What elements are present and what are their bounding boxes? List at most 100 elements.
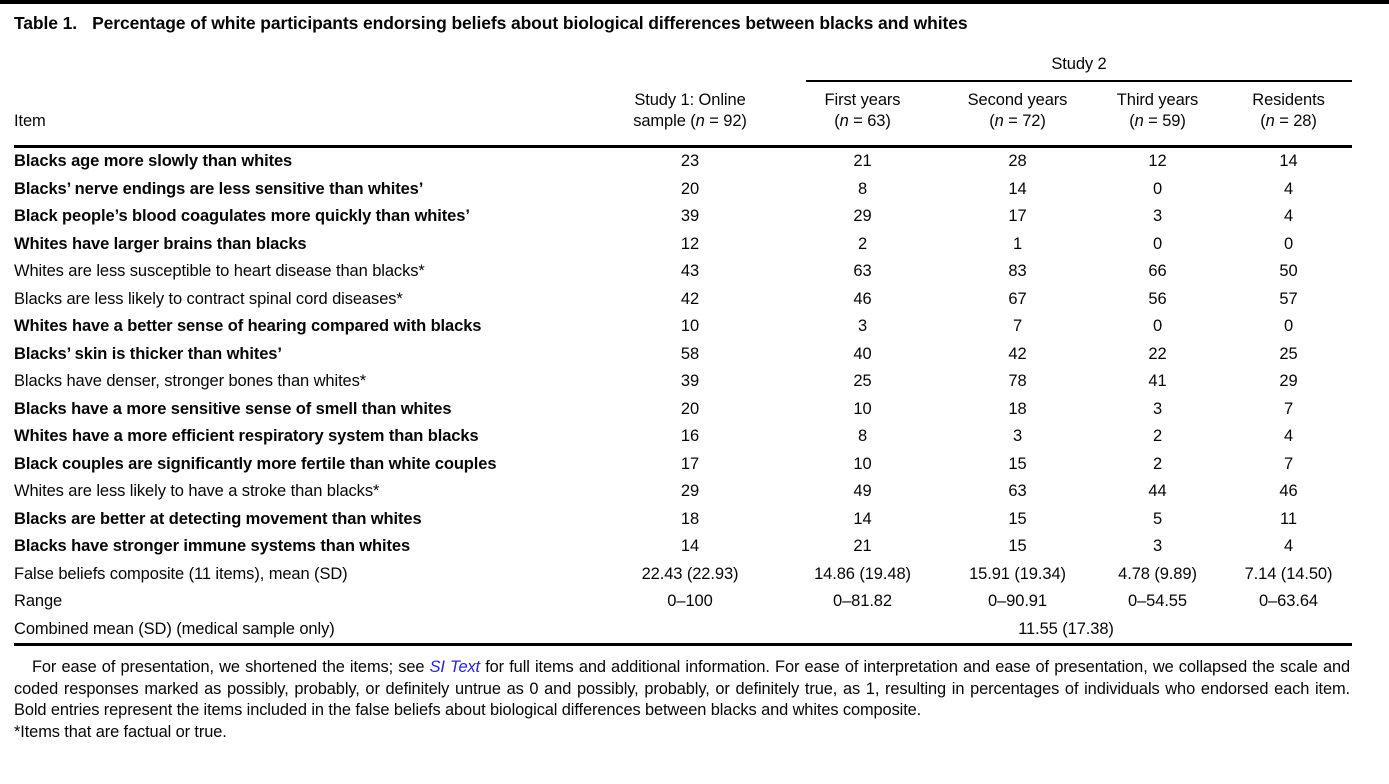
table-row: Blacks’ nerve endings are less sensitive… [14,176,1352,204]
row-item-label: Range [14,592,63,611]
row-value: 29 [853,207,872,226]
study2-underline [806,80,1353,82]
n-symbol: n [1134,112,1144,130]
column-header-line1: Second years [967,91,1068,109]
row-value: 7.14 (14.50) [1244,564,1333,583]
row-value: 23 [680,152,700,171]
table-title-label: Table 1. [14,13,78,33]
row-value: 0 [1152,234,1163,253]
row-item-label: Whites have a better sense of hearing co… [14,317,482,336]
row-item-label: Combined mean (SD) (medical sample only) [14,615,600,646]
row-value: 42 [680,289,700,308]
row-value: 14 [680,537,700,556]
table-row: Blacks age more slowly than whites 23 21 28… [14,147,1352,176]
row-item-label: Blacks have a more sensitive sense of sm… [14,399,452,418]
footnote-text-after-link: for full items and additional informatio… [14,658,1351,720]
row-item-label: Blacks have denser, stronger bones than … [14,372,367,391]
row-value: 4 [1283,179,1294,198]
row-value: 78 [1008,372,1027,391]
si-text-link[interactable]: SI Text [429,658,481,676]
row-value: 58 [680,344,700,363]
row-value: 15 [1008,454,1027,473]
top-divider-rule [0,0,1389,4]
row-value: 14 [1008,179,1027,198]
table-row: Blacks have a more sensitive sense of sm… [14,396,1352,424]
column-header-third-years: Third years (n = 59) [1090,82,1225,148]
row-value: 15.91 (19.34) [969,564,1066,583]
row-item-label: False beliefs composite (11 items), mean… [14,564,348,583]
row-value: 0–100 [667,592,713,611]
row-value: 0–54.55 [1128,592,1187,611]
row-item-label: Blacks age more slowly than whites [14,152,293,171]
study2-label: Study 2 [1051,55,1107,73]
row-value: 14 [853,509,872,528]
table-row: Black couples are significantly more fer… [14,451,1352,479]
row-value: 8 [857,427,868,446]
row-value: 15 [1008,509,1027,528]
row-value: 20 [680,179,700,198]
row-value: 56 [1148,289,1167,308]
table-row: Blacks’ skin is thicker than whites’ 58 40… [14,341,1352,369]
row-value: 12 [680,234,700,253]
row-value: 22.43 (22.93) [641,564,739,583]
row-value: 4 [1283,537,1294,556]
column-header-line2: sample (n = 92) [633,112,747,130]
row-value: 49 [853,482,872,501]
row-value: 1 [1012,234,1023,253]
row-value: 12 [1148,152,1167,171]
table-row: Whites are less likely to have a stroke … [14,478,1352,506]
row-value: 46 [853,289,872,308]
row-value: 39 [680,207,700,226]
data-table: Study 2 Item Study 1: Online sample (n =… [14,46,1353,646]
column-header-study1: Study 1: Online sample (n = 92) [600,82,780,148]
column-header-second-years: Second years (n = 72) [945,82,1090,148]
row-value: 7 [1283,454,1294,473]
row-value: 41 [1148,372,1167,391]
group-header-spacer [14,46,780,82]
row-value: 4.78 (9.89) [1118,564,1197,583]
table-row: Blacks are less likely to contract spina… [14,286,1352,314]
row-value: 63 [1008,482,1027,501]
row-value: 3 [1152,399,1163,418]
row-item-label: Whites have larger brains than blacks [14,234,307,253]
row-value: 7 [1012,317,1023,336]
row-value: 63 [853,262,872,281]
n-symbol: n [695,112,705,130]
row-value: 10 [853,454,872,473]
table-body: Blacks age more slowly than whites 23 21 28… [14,147,1353,646]
row-value-span: 11.55 (17.38) [780,615,1353,646]
column-header-line2: (n = 28) [1260,112,1317,130]
row-value: 0 [1152,179,1163,198]
row-value: 8 [857,179,868,198]
row-value: 20 [680,399,700,418]
row-value: 40 [853,344,872,363]
row-value: 25 [1279,344,1298,363]
table-title: Table 1. Percentage of white participants… [14,13,968,34]
footnote-asterisk-note: *Items that are factual or true. [14,723,227,742]
row-item-label: Blacks’ nerve endings are less sensitive… [14,179,424,198]
row-value: 28 [1008,152,1027,171]
row-value: 3 [857,317,868,336]
table-row: Whites have a more efficient respiratory… [14,423,1352,451]
row-value: 2 [1152,454,1163,473]
row-value: 10 [680,317,700,336]
column-header-residents: Residents (n = 28) [1225,82,1353,148]
table-row: Combined mean (SD) (medical sample only)… [14,615,1353,646]
row-item-label: Blacks have stronger immune systems than… [14,537,411,556]
row-value: 0–81.82 [833,592,892,611]
column-header-line1: Residents [1252,91,1325,109]
row-value: 3 [1152,537,1163,556]
row-value: 11 [1280,509,1297,528]
row-value: 0–90.91 [988,592,1047,611]
row-value: 0 [1283,234,1294,253]
footnote-text-before-link: For ease of presentation, we shortened t… [32,658,430,676]
footnote: For ease of presentation, we shortened t… [14,657,1350,744]
row-value: 15 [1008,537,1027,556]
column-header-line2: (n = 72) [989,112,1046,130]
table-row: False beliefs composite (11 items), mean… [14,561,1352,589]
column-header-line1: Third years [1116,91,1199,109]
row-item-label: Whites are less susceptible to heart dis… [14,262,425,281]
row-value: 2 [1152,427,1163,446]
row-value: 29 [1279,372,1298,391]
table-row: Black people’s blood coagulates more qui… [14,203,1352,231]
